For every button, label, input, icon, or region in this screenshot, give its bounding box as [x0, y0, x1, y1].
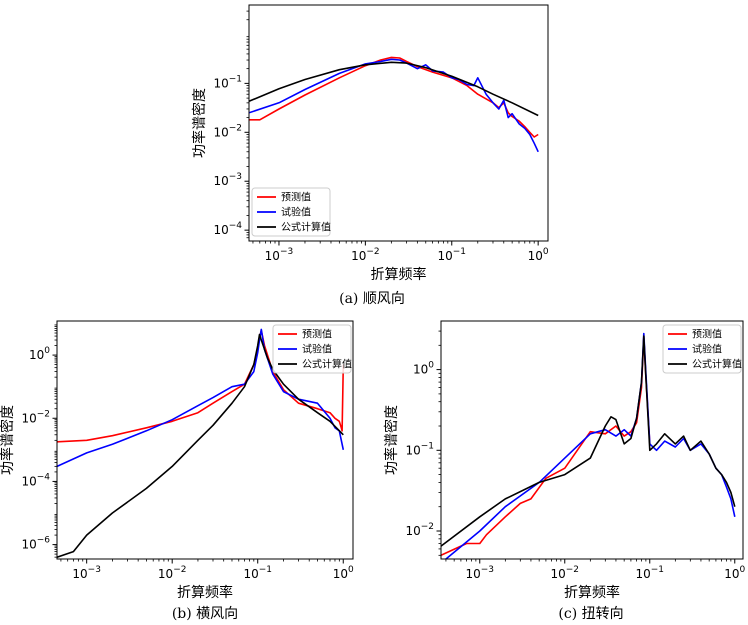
- y-tick-label: 100: [413, 361, 434, 377]
- x-tick-label: 100: [724, 565, 745, 581]
- x-tick-label: 100: [528, 247, 549, 263]
- y-tick-label: 10−4: [213, 221, 242, 237]
- y-tick-label: 10−2: [21, 409, 50, 425]
- x-tick-label: 10−2: [158, 565, 187, 581]
- series-group: [441, 332, 736, 559]
- x-tick-label: 100: [333, 565, 354, 581]
- series-group: [249, 56, 539, 153]
- legend-label: 预测值: [692, 328, 722, 341]
- x-tick-label: 10−2: [351, 247, 380, 263]
- x-tick-label: 10−3: [265, 247, 294, 263]
- x-tick-label: 10−1: [243, 565, 272, 581]
- x-tick-label: 10−2: [550, 565, 579, 581]
- legend-label: 试验值: [281, 206, 311, 219]
- y-tick-label: 10−6: [21, 536, 50, 552]
- series-group: [57, 328, 345, 558]
- y-tick-label: 10−1: [405, 441, 434, 457]
- plot-frame: [248, 4, 549, 242]
- chart-panel-2: 10−3 10−2 10−1 100 10−6 10−4 10−2 100 预测值试验值公式计算…: [0, 320, 354, 622]
- legend-label: 公式计算值: [692, 358, 742, 371]
- y-tick-label: 10−2: [405, 522, 434, 538]
- y-tick-label: 100: [29, 346, 50, 362]
- y-axis-label: 功率谱密度: [0, 405, 16, 475]
- series-line-3: [441, 335, 736, 547]
- y-axis-label: 功率谱密度: [191, 88, 208, 158]
- legend-label: 公式计算值: [281, 221, 331, 234]
- legend-label: 试验值: [302, 343, 332, 356]
- panel-caption: (c) 扭转向: [558, 606, 623, 622]
- y-tick-label: 10−4: [21, 472, 50, 488]
- x-axis-label: 折算频率: [371, 266, 427, 283]
- x-axis-label: 折算频率: [177, 584, 233, 601]
- x-tick-label: 10−1: [635, 565, 664, 581]
- x-tick-label: 10−3: [72, 565, 101, 581]
- legend-label: 预测值: [302, 328, 332, 341]
- legend-label: 预测值: [281, 191, 311, 204]
- y-tick-label: 10−1: [213, 74, 242, 90]
- legend-box: [251, 187, 331, 237]
- chart-panel-3: 10−3 10−2 10−1 100 10−2 10−1 100 预测值试验值公式计算值折算频…: [383, 320, 746, 622]
- series-line-3: [57, 333, 344, 558]
- y-tick-label: 10−3: [213, 172, 242, 188]
- y-tick-label: 10−2: [213, 123, 242, 139]
- series-line-3: [249, 61, 539, 117]
- series-line-2: [249, 58, 539, 153]
- panel-caption: (b) 横风向: [172, 606, 238, 622]
- x-tick-label: 10−1: [437, 247, 466, 263]
- legend-label: 公式计算值: [302, 358, 352, 371]
- series-line-2: [57, 328, 345, 468]
- y-axis-label: 功率谱密度: [383, 405, 400, 475]
- plot-frame: [440, 320, 744, 560]
- legend-box: [662, 324, 742, 374]
- x-axis-label: 折算频率: [564, 584, 620, 601]
- series-line-1: [249, 56, 539, 138]
- legend-label: 试验值: [692, 343, 722, 356]
- x-tick-label: 10−3: [465, 565, 494, 581]
- plot-frame: [56, 320, 354, 560]
- panel-caption: (a) 顺风向: [339, 291, 405, 307]
- legend-box: [272, 324, 352, 374]
- chart-panel-1: 10−3 10−2 10−1 100 10−4 10−3 10−2 10−1 预测值试验值公式计…: [191, 4, 549, 307]
